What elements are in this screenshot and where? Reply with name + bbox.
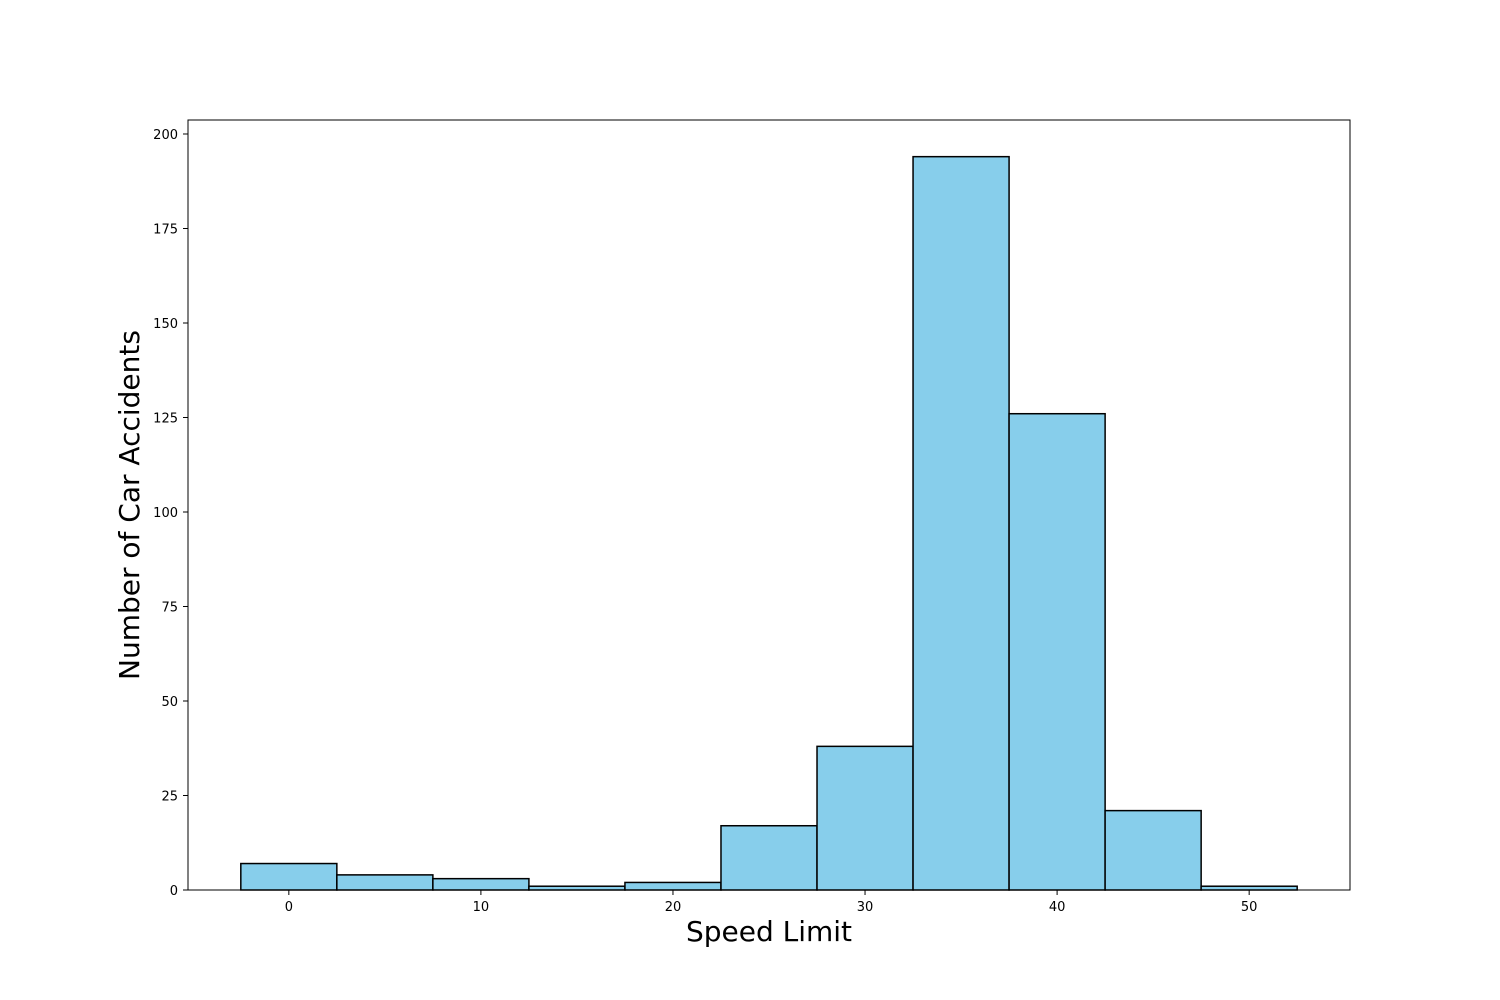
x-tick-label: 10 (473, 900, 490, 915)
x-tick-label: 50 (1241, 900, 1258, 915)
y-tick-label: 150 (153, 317, 178, 332)
y-tick-label: 50 (161, 695, 178, 710)
histogram-bar-35 (912, 155, 1010, 891)
histogram-bar-30 (816, 745, 914, 891)
histogram-bar-45 (1104, 809, 1202, 891)
y-tick-label: 125 (153, 411, 178, 426)
x-tick-label: 30 (857, 900, 874, 915)
histogram-bar-15 (528, 885, 626, 891)
x-axis-ticks: 0 10 20 30 40 50 (285, 890, 1258, 915)
x-tick-label: 0 (285, 900, 293, 915)
histogram-bar-10 (432, 877, 530, 891)
plot-area-frame (187, 119, 1351, 891)
histogram-bar-50 (1200, 885, 1298, 891)
histogram-bar-20 (624, 881, 722, 891)
y-tick-label: 175 (153, 222, 178, 237)
bars-layer (240, 155, 1298, 891)
x-axis-label: Speed Limit (686, 915, 852, 948)
y-tick-label: 100 (153, 506, 178, 521)
y-tick-label: 0 (170, 884, 178, 899)
y-axis-ticks: 0 25 50 75 100 125 150 175 200 (153, 128, 188, 899)
y-tick-label: 75 (161, 600, 178, 615)
histogram-bar-5 (336, 874, 434, 891)
y-tick-label: 25 (161, 789, 178, 804)
histogram-bar-0 (240, 862, 338, 891)
histogram-bar-25 (720, 824, 818, 891)
y-axis-label: Number of Car Accidents (113, 330, 146, 680)
histogram-bar-40 (1008, 412, 1106, 891)
x-tick-label: 40 (1049, 900, 1066, 915)
x-tick-label: 20 (665, 900, 682, 915)
y-tick-label: 200 (153, 128, 178, 143)
